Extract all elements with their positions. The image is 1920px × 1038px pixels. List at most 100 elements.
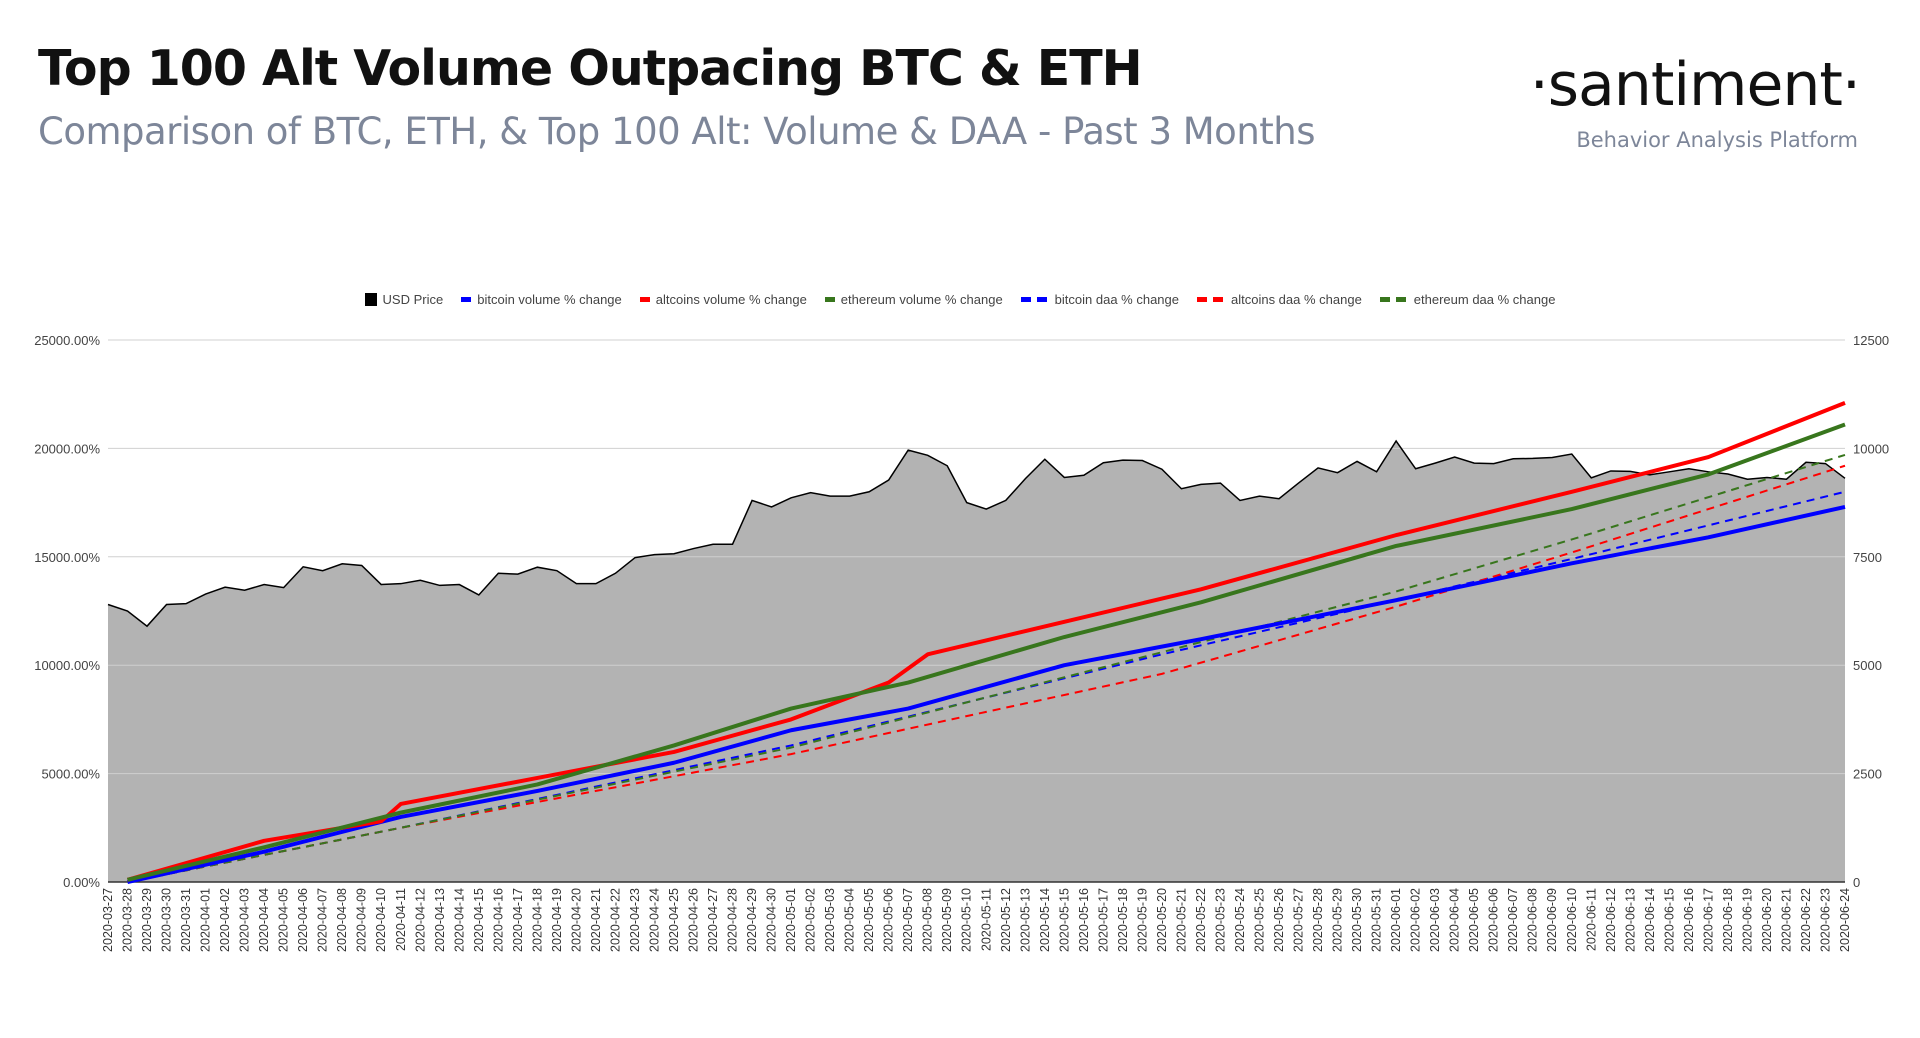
legend-item: bitcoin daa % change	[1020, 292, 1179, 307]
x-axis-tick-label: 2020-05-31	[1370, 888, 1384, 952]
x-axis-tick-label: 2020-05-21	[1174, 888, 1188, 952]
x-axis-tick-label: 2020-06-15	[1662, 888, 1676, 952]
x-axis-tick-label: 2020-05-07	[901, 888, 915, 952]
legend-label: ethereum daa % change	[1413, 292, 1556, 307]
x-axis-tick-label: 2020-04-28	[726, 888, 740, 952]
legend-swatch	[824, 297, 835, 302]
x-axis-tick-label: 2020-06-21	[1779, 888, 1793, 952]
x-axis-tick-label: 2020-05-30	[1350, 888, 1364, 952]
x-axis-tick-label: 2020-06-07	[1506, 888, 1520, 952]
x-axis-tick-label: 2020-06-09	[1545, 888, 1559, 952]
x-axis-tick-label: 2020-06-02	[1409, 888, 1423, 952]
x-axis-tick-label: 2020-05-25	[1252, 888, 1266, 952]
x-axis-tick-label: 2020-06-01	[1389, 888, 1403, 952]
x-axis-tick-label: 2020-05-08	[921, 888, 935, 952]
legend-swatch	[461, 297, 472, 302]
legend-swatch	[1196, 297, 1225, 302]
right-axis-tick-label: 2500	[1853, 767, 1882, 782]
x-axis-tick-label: 2020-04-14	[452, 888, 466, 952]
x-axis-tick-label: 2020-04-20	[569, 888, 583, 952]
x-axis-tick-label: 2020-05-16	[1077, 888, 1091, 952]
x-axis-tick-label: 2020-04-27	[706, 888, 720, 952]
x-axis-tick-label: 2020-05-22	[1194, 888, 1208, 952]
x-axis-tick-label: 2020-05-10	[960, 888, 974, 952]
series-line-bitcoin-volume-change	[127, 504, 1846, 884]
x-axis-tick-label: 2020-06-04	[1448, 888, 1462, 952]
right-axis-tick-label: 7500	[1853, 550, 1882, 565]
x-axis-tick-label: 2020-04-02	[218, 888, 232, 952]
x-axis-tick-label: 2020-05-29	[1331, 888, 1345, 952]
x-axis-tick-label: 2020-05-24	[1233, 888, 1247, 952]
legend-item: altcoins volume % change	[639, 292, 807, 307]
x-axis-tick-label: 2020-05-12	[999, 888, 1013, 952]
x-axis-tick-label: 2020-06-13	[1623, 888, 1637, 952]
x-axis-tick-label: 2020-04-06	[296, 888, 310, 952]
x-axis-tick-label: 2020-04-15	[472, 888, 486, 952]
x-axis-tick-label: 2020-05-06	[882, 888, 896, 952]
legend-item: ethereum daa % change	[1379, 292, 1556, 307]
x-axis-tick-label: 2020-04-22	[608, 888, 622, 952]
series-line-ethereum-volume-change	[127, 422, 1846, 882]
x-axis-tick-label: 2020-03-28	[121, 888, 135, 952]
x-axis-tick-label: 2020-06-05	[1467, 888, 1481, 952]
x-axis-tick-label: 2020-04-09	[355, 888, 369, 952]
x-axis-tick-label: 2020-05-03	[823, 888, 837, 952]
legend-swatch	[1020, 297, 1049, 302]
x-axis-tick-label: 2020-04-04	[257, 888, 271, 952]
x-axis-tick-label: 2020-04-16	[491, 888, 505, 952]
legend-item: ethereum volume % change	[824, 292, 1003, 307]
x-axis-tick-label: 2020-05-20	[1155, 888, 1169, 952]
x-axis-tick-label: 2020-03-30	[160, 888, 174, 952]
logo-tagline: Behavior Analysis Platform	[1576, 128, 1858, 152]
legend-item: USD Price	[364, 292, 444, 307]
x-axis-tick-label: 2020-05-27	[1292, 888, 1306, 952]
x-axis-tick-label: 2020-03-27	[101, 888, 115, 952]
x-axis-tick-label: 2020-05-01	[784, 888, 798, 952]
x-axis-tick-label: 2020-06-16	[1682, 888, 1696, 952]
x-axis-tick-label: 2020-05-02	[804, 888, 818, 952]
x-axis-tick-label: 2020-04-29	[745, 888, 759, 952]
legend-label: altcoins volume % change	[655, 292, 807, 307]
left-axis-tick-label: 10000.00%	[34, 658, 100, 673]
series-line-altcoins-daa-change	[127, 464, 1846, 883]
x-axis-tick-label: 2020-04-07	[316, 888, 330, 952]
x-axis-tick-label: 2020-06-10	[1565, 888, 1579, 952]
legend-label: bitcoin volume % change	[477, 292, 622, 307]
x-axis-tick-label: 2020-04-21	[589, 888, 603, 952]
legend-item: altcoins daa % change	[1196, 292, 1362, 307]
left-axis-tick-label: 15000.00%	[34, 550, 100, 565]
x-axis-tick-label: 2020-05-28	[1311, 888, 1325, 952]
x-axis-tick-label: 2020-05-09	[940, 888, 954, 952]
x-axis-tick-label: 2020-04-25	[667, 888, 681, 952]
right-axis-tick-label: 10000	[1853, 441, 1889, 456]
x-axis-tick-label: 2020-05-14	[1038, 888, 1052, 952]
x-axis-tick-label: 2020-04-18	[530, 888, 544, 952]
legend-label: bitcoin daa % change	[1054, 292, 1179, 307]
x-axis-tick-label: 2020-06-23	[1818, 888, 1832, 952]
santiment-logo: ·santiment·	[1529, 50, 1861, 120]
x-axis-tick-label: 2020-04-19	[550, 888, 564, 952]
x-axis-tick-label: 2020-06-12	[1604, 888, 1618, 952]
legend-swatch	[1379, 297, 1408, 302]
x-axis-tick-label: 2020-04-23	[628, 888, 642, 952]
legend-swatch	[364, 293, 377, 306]
legend-label: USD Price	[382, 292, 444, 307]
legend-label: ethereum volume % change	[840, 292, 1003, 307]
x-axis-tick-label: 2020-05-13	[1018, 888, 1032, 952]
x-axis-tick-label: 2020-06-14	[1643, 888, 1657, 952]
x-axis-tick-label: 2020-04-05	[277, 888, 291, 952]
x-axis-tick-label: 2020-06-20	[1760, 888, 1774, 952]
x-axis-tick-label: 2020-05-15	[1057, 888, 1071, 952]
x-axis-tick-label: 2020-04-10	[374, 888, 388, 952]
left-axis-tick-label: 0.00%	[63, 875, 100, 890]
x-axis-tick-label: 2020-05-26	[1272, 888, 1286, 952]
x-axis-tick-label: 2020-06-24	[1838, 888, 1852, 952]
x-axis-tick-label: 2020-05-18	[1116, 888, 1130, 952]
x-axis-tick-label: 2020-06-17	[1701, 888, 1715, 952]
x-axis-tick-label: 2020-05-23	[1213, 888, 1227, 952]
x-axis-tick-label: 2020-05-05	[862, 888, 876, 952]
x-axis-tick-label: 2020-04-03	[238, 888, 252, 952]
page-title: Top 100 Alt Volume Outpacing BTC & ETH	[38, 40, 1143, 97]
right-axis-tick-label: 0	[1853, 875, 1860, 890]
